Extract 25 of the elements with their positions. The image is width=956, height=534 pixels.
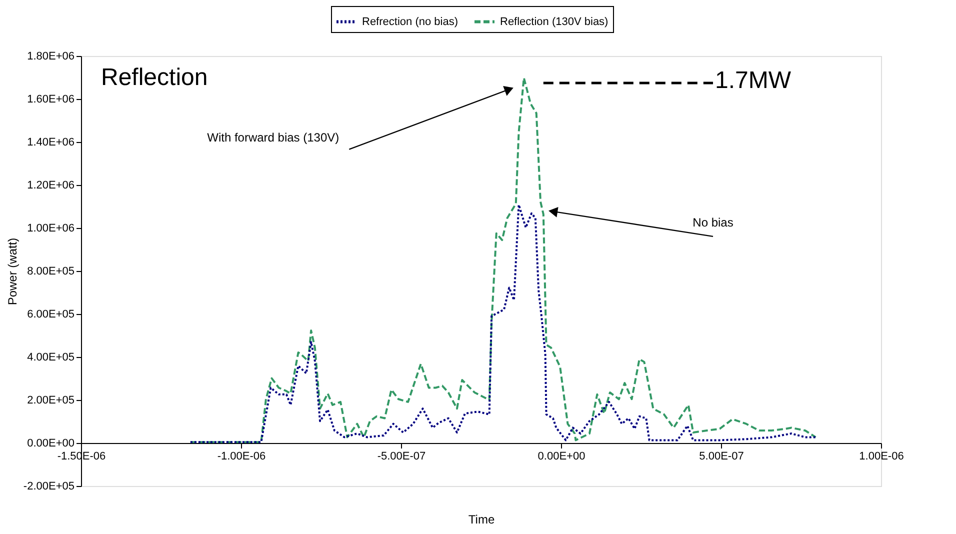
y-tick-label: -2.00E+05 <box>23 480 74 492</box>
y-tick-label: 2.00E+05 <box>27 394 74 406</box>
y-tick-label: 1.60E+06 <box>27 94 74 106</box>
x-axis-title: Time <box>468 512 495 526</box>
x-tick-label: -5.00E-07 <box>377 450 426 462</box>
y-tick-label: 8.00E+05 <box>27 266 74 278</box>
annotation: No bias <box>692 215 734 230</box>
y-tick-label: 0.00E+00 <box>27 438 74 450</box>
annotation: Reflection <box>101 64 208 91</box>
y-tick-label: 4.00E+05 <box>27 352 74 364</box>
x-tick-label: 1.00E-06 <box>859 450 904 462</box>
y-tick-label: 1.20E+06 <box>27 180 74 192</box>
legend-label: Refrection (no bias) <box>362 16 458 28</box>
y-axis-title: Power (watt) <box>5 238 20 306</box>
legend-label: Reflection (130V bias) <box>500 16 608 28</box>
y-tick-label: 6.00E+05 <box>27 308 74 320</box>
line-series <box>189 204 817 444</box>
y-tick-label: 1.80E+06 <box>27 50 74 62</box>
annotation: With forward bias (130V) <box>207 130 340 144</box>
y-tick-label: 1.00E+06 <box>27 222 74 234</box>
x-tick-label: 0.00E+00 <box>538 450 586 462</box>
y-tick-label: 1.40E+06 <box>27 136 74 148</box>
x-tick-label: 5.00E-07 <box>699 450 744 462</box>
x-tick-label: -1.00E-06 <box>217 450 266 462</box>
annotation: 1.7MW <box>715 67 792 94</box>
